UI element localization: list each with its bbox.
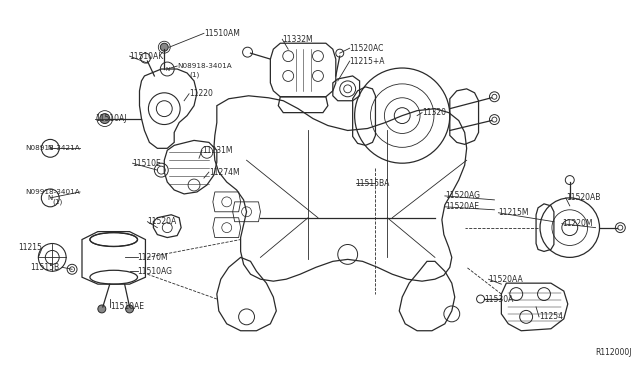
Text: 11231M: 11231M	[202, 146, 232, 155]
Text: (1): (1)	[52, 199, 63, 205]
Text: 11520AB: 11520AB	[566, 193, 600, 202]
Text: 11520AE: 11520AE	[445, 202, 479, 211]
Text: 11510AM: 11510AM	[204, 29, 240, 38]
Circle shape	[100, 113, 109, 124]
Text: 11270M: 11270M	[138, 253, 168, 262]
Text: 11274M: 11274M	[209, 168, 239, 177]
Text: 11215: 11215	[19, 243, 42, 252]
Text: 11220M: 11220M	[562, 219, 593, 228]
Text: 11220: 11220	[189, 89, 213, 98]
Text: 11515B: 11515B	[31, 263, 60, 272]
Circle shape	[160, 43, 168, 51]
Text: 11520AG: 11520AG	[445, 192, 480, 201]
Text: N09918-3401A: N09918-3401A	[26, 189, 80, 195]
Text: 11530A: 11530A	[484, 295, 514, 304]
Text: N: N	[47, 195, 53, 201]
Text: 11510AG: 11510AG	[138, 267, 173, 276]
Text: 11215+A: 11215+A	[349, 57, 385, 65]
Text: (1): (1)	[189, 72, 199, 78]
Circle shape	[98, 305, 106, 313]
Text: 11510AE: 11510AE	[109, 302, 144, 311]
Text: 11520AC: 11520AC	[349, 44, 384, 53]
Text: 11520AA: 11520AA	[488, 275, 524, 284]
Text: N: N	[47, 145, 53, 151]
Circle shape	[125, 305, 134, 313]
Text: N08918-3401A: N08918-3401A	[177, 63, 232, 69]
Text: 11515BA: 11515BA	[356, 179, 390, 187]
Text: 11510E: 11510E	[132, 159, 161, 168]
Text: 11520A: 11520A	[147, 217, 177, 226]
Text: N08918-3421A: N08918-3421A	[26, 145, 80, 151]
Text: 11510AK: 11510AK	[129, 52, 164, 61]
Text: N: N	[165, 67, 170, 71]
Text: 11215M: 11215M	[499, 208, 529, 217]
Text: 11510AJ: 11510AJ	[95, 114, 126, 123]
Text: 11332M: 11332M	[282, 35, 313, 44]
Text: R112000J: R112000J	[596, 348, 632, 357]
Text: 11254: 11254	[539, 312, 563, 321]
Text: 11320: 11320	[422, 108, 446, 117]
